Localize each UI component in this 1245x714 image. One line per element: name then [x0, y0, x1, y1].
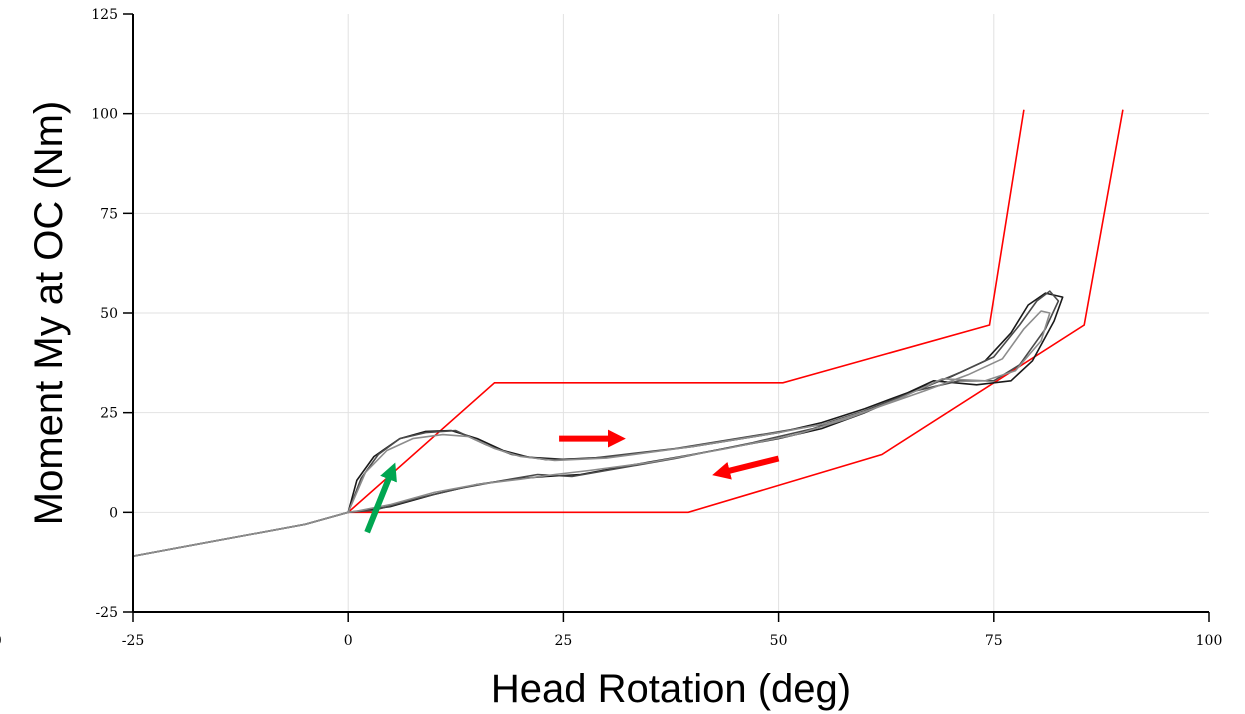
y-tick-label: -25 [95, 605, 118, 621]
y-axis-title: Moment My at OC (Nm) [27, 101, 71, 525]
corridor-lines [347, 109, 1124, 514]
corridor-upper-line [347, 109, 1025, 513]
x-tick-label: 0 [344, 633, 353, 649]
trace-line-1 [133, 292, 1064, 558]
x-axis-title: Head Rotation (deg) [491, 667, 851, 711]
y-tick-label: 0 [109, 505, 118, 521]
corridor-lower-line [348, 109, 1124, 514]
red-direction-arrow [712, 455, 780, 480]
x-tick-label: -25 [122, 633, 145, 649]
direction-arrows [364, 429, 780, 534]
y-tick-label: 25 [100, 406, 118, 422]
clipped-tick-label: 100 [0, 633, 2, 649]
trace-line-3 [133, 310, 1051, 558]
x-tick-label: 75 [985, 633, 1003, 649]
y-axis-ticks: -25 0 25 50 75 100 125 [91, 7, 133, 621]
y-tick-label: 50 [100, 306, 118, 322]
trace-line-2 [133, 290, 1060, 558]
y-tick-label: 100 [91, 107, 118, 123]
y-tick-label: 75 [100, 206, 118, 222]
x-axis-ticks: -25 0 25 50 75 100 [122, 612, 1223, 649]
green-direction-arrow [364, 462, 397, 534]
y-tick-label: 125 [91, 7, 118, 23]
data-traces [133, 290, 1064, 558]
x-tick-label: 50 [770, 633, 788, 649]
x-tick-label: 100 [1196, 633, 1223, 649]
x-tick-label: 25 [554, 633, 572, 649]
